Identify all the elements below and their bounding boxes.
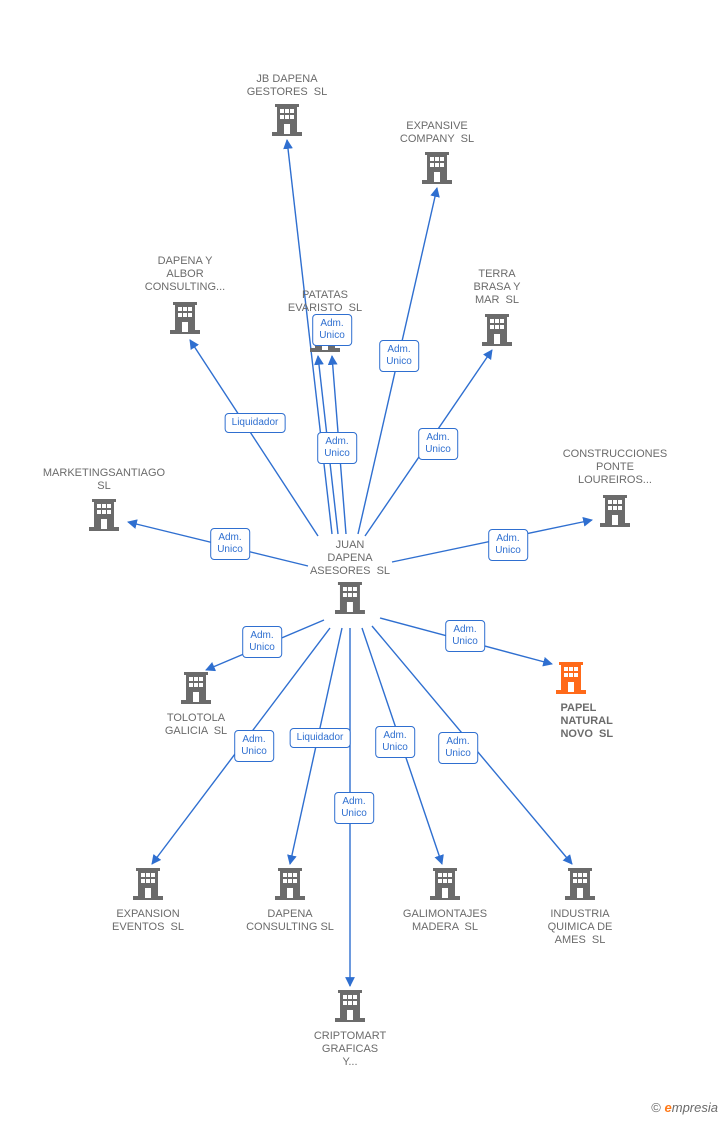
- edge-label: Adm. Unico: [438, 732, 478, 764]
- company-node[interactable]: [482, 312, 512, 351]
- center-node[interactable]: JUAN DAPENA ASESORES SL: [310, 539, 390, 619]
- company-node[interactable]: [565, 866, 595, 905]
- edge-label: Adm. Unico: [334, 792, 374, 824]
- building-icon: [565, 866, 595, 905]
- building-icon: [89, 497, 119, 536]
- brand-initial: e: [665, 1100, 672, 1115]
- edge-label: Adm. Unico: [210, 528, 250, 560]
- copyright-symbol: ©: [651, 1100, 661, 1115]
- edge-label: Adm. Unico: [317, 432, 357, 464]
- company-label: TOLOTOLA GALICIA SL: [165, 712, 227, 740]
- company-node[interactable]: [272, 102, 302, 141]
- edge-label: Liquidador: [290, 728, 351, 748]
- company-label: CRIPTOMART GRAFICAS Y...: [314, 1030, 386, 1071]
- company-label: PAPEL NATURAL NOVO SL: [560, 702, 613, 743]
- diagram-canvas: JUAN DAPENA ASESORES SL JB DAPENA GESTOR…: [0, 0, 728, 1125]
- building-icon: [600, 493, 630, 532]
- building-icon: [133, 866, 163, 905]
- building-icon: [335, 988, 365, 1027]
- company-node[interactable]: [556, 660, 586, 699]
- edge-label: Liquidador: [225, 413, 286, 433]
- company-node[interactable]: [89, 497, 119, 536]
- company-node[interactable]: [600, 493, 630, 532]
- building-icon: [482, 312, 512, 351]
- company-node[interactable]: [335, 988, 365, 1027]
- edge-label: Adm. Unico: [234, 730, 274, 762]
- building-icon: [310, 580, 390, 619]
- edge-label: Adm. Unico: [379, 340, 419, 372]
- company-label: GALIMONTAJES MADERA SL: [403, 908, 487, 936]
- company-label: TERRA BRASA Y MAR SL: [474, 268, 521, 309]
- company-label: CONSTRUCCIONES PONTE LOUREIROS...: [563, 448, 668, 489]
- company-node[interactable]: [170, 300, 200, 339]
- edge-label: Adm. Unico: [445, 620, 485, 652]
- edge-label: Adm. Unico: [375, 726, 415, 758]
- edge-label: Adm. Unico: [242, 626, 282, 658]
- center-node-label: JUAN DAPENA ASESORES SL: [310, 539, 390, 578]
- brand-rest: mpresia: [672, 1100, 718, 1115]
- edge-label: Adm. Unico: [488, 529, 528, 561]
- company-label: EXPANSIVE COMPANY SL: [400, 120, 474, 148]
- building-icon: [170, 300, 200, 339]
- building-icon: [272, 102, 302, 141]
- edge-label: Adm. Unico: [312, 314, 352, 346]
- building-icon: [422, 150, 452, 189]
- edge-label: Adm. Unico: [418, 428, 458, 460]
- company-label: PATATAS EVARISTO SL: [288, 289, 362, 317]
- edge-line: [190, 340, 318, 536]
- company-node[interactable]: [181, 670, 211, 709]
- company-label: DAPENA CONSULTING SL: [246, 908, 334, 936]
- company-node[interactable]: [430, 866, 460, 905]
- company-node[interactable]: [422, 150, 452, 189]
- company-label: INDUSTRIA QUIMICA DE AMES SL: [548, 908, 613, 949]
- company-label: MARKETINGSANTIAGO SL: [43, 467, 165, 495]
- building-icon: [556, 660, 586, 699]
- company-label: JB DAPENA GESTORES SL: [247, 73, 328, 101]
- building-icon: [275, 866, 305, 905]
- company-label: DAPENA Y ALBOR CONSULTING...: [145, 255, 225, 296]
- company-node[interactable]: [133, 866, 163, 905]
- company-node[interactable]: [275, 866, 305, 905]
- watermark: © empresia: [651, 1100, 718, 1115]
- building-icon: [181, 670, 211, 709]
- building-icon: [430, 866, 460, 905]
- company-label: EXPANSION EVENTOS SL: [112, 908, 184, 936]
